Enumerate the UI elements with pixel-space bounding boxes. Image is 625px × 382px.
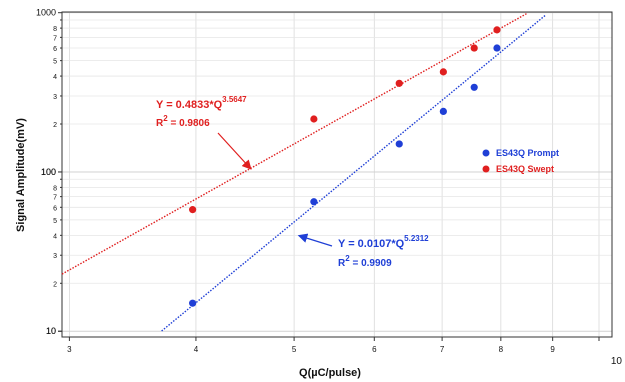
plot-frame bbox=[61, 11, 613, 338]
x-tick-label: 3 bbox=[67, 345, 72, 354]
swept-data-point bbox=[189, 206, 197, 214]
x-tick-label: 4 bbox=[194, 345, 199, 354]
legend-marker-swept bbox=[482, 165, 490, 173]
prompt-data-point bbox=[395, 140, 403, 148]
swept-data-point bbox=[493, 26, 501, 34]
fit-layer bbox=[61, 12, 547, 332]
prompt-fit-equation: Y = 0.0107*Q5.2312 bbox=[338, 234, 429, 250]
swept-data-point bbox=[395, 79, 403, 87]
y-axis-title: Signal Amplitude(mV) bbox=[15, 118, 27, 232]
y-tick-label: 100 bbox=[41, 167, 56, 177]
y-tick-label: 10 bbox=[46, 326, 56, 336]
grid-layer bbox=[62, 12, 612, 337]
y-minor-tick-label: 3 bbox=[53, 94, 57, 101]
swept-data-point bbox=[439, 68, 447, 76]
legend: ES43Q Prompt ES43Q Swept bbox=[482, 148, 559, 174]
swept-data-point bbox=[470, 44, 478, 52]
prompt-fit-r2: R2 = 0.9909 bbox=[338, 254, 392, 269]
y-minor-tick-label: 4 bbox=[53, 233, 57, 240]
y-minor-tick-label: 5 bbox=[53, 218, 57, 225]
prompt-data-point bbox=[439, 107, 447, 116]
x-tick-label: 7 bbox=[440, 345, 445, 354]
y-minor-tick-label: 2 bbox=[53, 122, 57, 129]
prompt-data-point bbox=[470, 83, 478, 91]
point-layer bbox=[189, 26, 501, 307]
swept-data-point bbox=[310, 115, 318, 123]
y-minor-tick-label: 4 bbox=[53, 74, 57, 81]
x-tick-label: 10 bbox=[611, 356, 623, 367]
legend-marker-prompt bbox=[482, 149, 490, 157]
y-minor-tick-label: 3 bbox=[53, 253, 57, 260]
prompt-data-point bbox=[493, 44, 501, 52]
y-minor-tick-label: 6 bbox=[53, 205, 57, 212]
y-minor-tick-label: 8 bbox=[53, 26, 57, 33]
prompt-fit-line bbox=[161, 14, 547, 332]
swept-fit-r2: R2 = 0.9806 bbox=[156, 114, 210, 129]
y-minor-tick-label: 6 bbox=[53, 46, 57, 53]
x-tick-label: 9 bbox=[550, 345, 555, 354]
y-minor-tick-label: 5 bbox=[53, 59, 57, 66]
x-tick-label: 5 bbox=[292, 345, 297, 354]
y-tick-label: 1000 bbox=[36, 8, 56, 18]
y-minor-tick-label: 7 bbox=[53, 35, 57, 42]
prompt-data-point bbox=[310, 198, 318, 206]
x-axis-title: Q(µC/pulse) bbox=[299, 367, 361, 379]
swept-fit-line bbox=[61, 12, 528, 275]
prompt-data-point bbox=[189, 299, 197, 307]
y-minor-tick-label: 8 bbox=[53, 185, 57, 192]
y-minor-tick-label: 7 bbox=[53, 195, 57, 202]
swept-fit-equation: Y = 0.4833*Q3.5647 bbox=[156, 95, 247, 111]
y-minor-tick-label: 2 bbox=[53, 281, 57, 288]
swept-fit-arrow bbox=[217, 132, 252, 170]
y-tick-label: 10 bbox=[46, 326, 56, 336]
y-tick-label: 100 bbox=[41, 167, 56, 177]
prompt-fit-arrow bbox=[297, 233, 333, 247]
x-tick-label: 6 bbox=[372, 345, 377, 354]
legend-label-swept: ES43Q Swept bbox=[496, 164, 554, 174]
legend-label-prompt: ES43Q Prompt bbox=[496, 148, 559, 158]
x-tick-label: 8 bbox=[499, 345, 504, 354]
